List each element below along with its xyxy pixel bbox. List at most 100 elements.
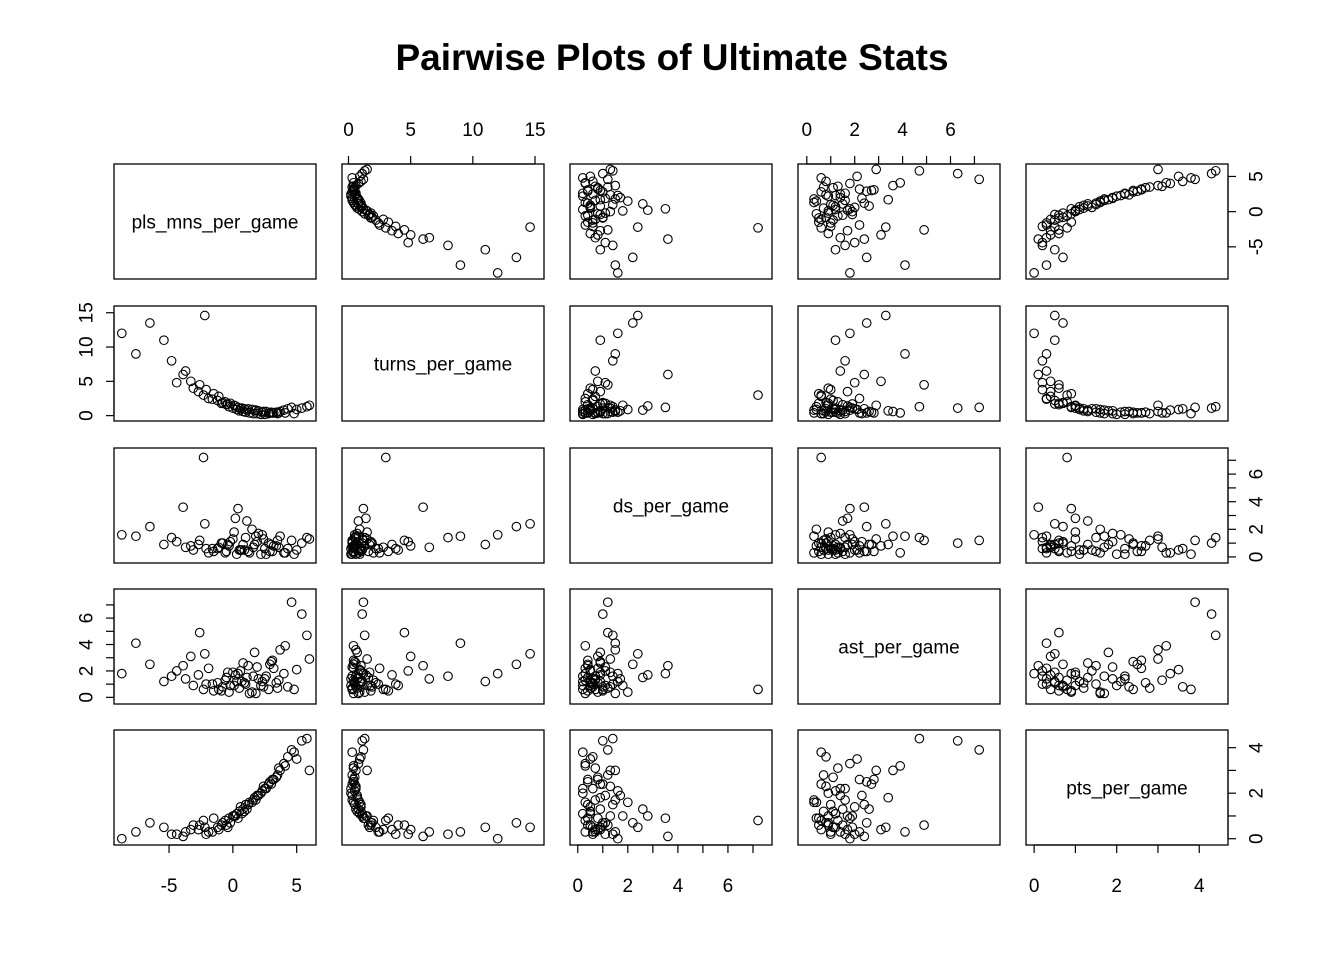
data-point (1041, 394, 1052, 405)
data-point (364, 209, 375, 220)
data-point (304, 654, 315, 664)
data-point (632, 822, 643, 833)
data-point (1066, 217, 1077, 228)
data-point (809, 547, 819, 558)
data-point (1128, 656, 1139, 667)
panel-ast_per_game-vs-ast_per_game: ast_per_game (797, 588, 1001, 705)
data-point (145, 817, 155, 828)
data-point (612, 407, 623, 418)
data-point (600, 680, 611, 691)
data-point (861, 521, 872, 532)
data-point (835, 827, 846, 837)
data-point (1173, 545, 1184, 555)
data-point (1173, 171, 1184, 182)
data-point (171, 536, 182, 547)
data-point (253, 528, 264, 539)
panel-pls_mns_per_game-vs-turns_per_game (341, 163, 545, 280)
data-point (587, 218, 598, 228)
data-point (811, 401, 822, 412)
data-point (387, 670, 397, 680)
y-axis-left-ast_per_game: 0 2 4 6 (77, 604, 115, 703)
data-point (845, 758, 855, 769)
panel-ds_per_game-vs-pls_mns_per_game (113, 447, 317, 564)
data-point (356, 802, 366, 812)
data-point (637, 672, 648, 683)
data-point (247, 404, 257, 415)
data-point (358, 597, 369, 608)
data-point (393, 545, 404, 555)
data-point (348, 763, 359, 773)
data-point (366, 538, 376, 548)
data-point (809, 531, 819, 542)
data-point (1095, 404, 1106, 415)
data-point (353, 531, 364, 542)
data-point (273, 675, 284, 686)
data-point (825, 221, 836, 232)
data-point (1045, 376, 1056, 387)
data-point (605, 164, 616, 175)
panel-pls_mns_per_game-vs-ast_per_game (797, 163, 1001, 280)
data-point (243, 546, 254, 557)
data-point (600, 662, 611, 672)
data-point (207, 679, 218, 689)
data-point (178, 502, 188, 513)
data-point (833, 181, 843, 192)
data-point (222, 539, 233, 550)
data-point (352, 790, 363, 801)
tick-label: 0 (1029, 876, 1040, 897)
data-point (813, 398, 824, 409)
data-point (835, 232, 846, 243)
data-point (393, 228, 404, 239)
data-point (753, 815, 763, 826)
panel-pls_mns_per_game-vs-pls_mns_per_game: pls_mns_per_game (113, 163, 317, 280)
data-point (952, 168, 963, 179)
data-point (864, 201, 874, 211)
data-point (859, 234, 870, 244)
data-point (1099, 688, 1110, 699)
data-point (852, 171, 862, 182)
tick-label: 4 (1247, 496, 1268, 507)
data-point (424, 542, 435, 553)
data-point (605, 811, 616, 821)
data-point (304, 765, 315, 776)
data-point (230, 811, 241, 821)
data-point (383, 217, 394, 228)
data-point (353, 688, 364, 699)
data-point (216, 685, 227, 696)
data-point (1103, 539, 1114, 550)
data-point (356, 660, 366, 671)
data-point (900, 349, 910, 359)
data-point (577, 747, 588, 758)
data-point (660, 813, 671, 824)
data-point (1058, 659, 1068, 670)
data-point (861, 776, 872, 787)
data-point (1091, 532, 1101, 543)
data-point (1041, 260, 1052, 270)
panel-ds_per_game-vs-pts_per_game (1025, 447, 1229, 564)
data-point (811, 541, 822, 551)
data-point (1111, 549, 1122, 560)
panel-frame (569, 447, 773, 564)
data-point (193, 670, 204, 680)
data-point (974, 535, 985, 546)
data-point (585, 802, 596, 812)
panel-pts_per_game-vs-pls_mns_per_game (113, 729, 317, 846)
data-point (1058, 318, 1068, 328)
data-point (399, 627, 410, 638)
tick-label: 0 (802, 120, 813, 141)
data-point (852, 754, 862, 764)
data-point (358, 813, 369, 824)
data-point (348, 177, 359, 188)
data-point (833, 211, 843, 221)
panel-pls_mns_per_game-vs-ds_per_game (569, 163, 773, 280)
data-point (243, 403, 254, 414)
data-point (357, 201, 368, 212)
data-point (833, 547, 843, 558)
data-point (455, 531, 466, 542)
data-point (180, 827, 191, 837)
data-point (207, 827, 218, 837)
data-point (358, 745, 369, 755)
data-point (610, 180, 621, 191)
data-point (354, 171, 365, 182)
data-point (816, 779, 827, 789)
